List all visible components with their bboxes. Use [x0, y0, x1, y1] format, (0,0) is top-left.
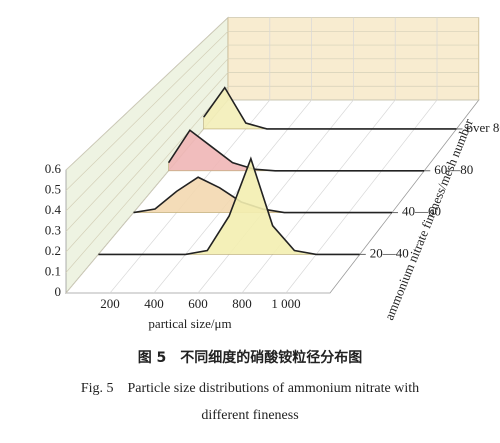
plot: 0 0.1 0.2 0.3 0.4 0.5 0.6 200 400 600 800 1 000 over… [45, 16, 500, 311]
z-tick-label: 60—80 [434, 162, 473, 177]
caption-cn: 图 5 不同细度的硝酸铵粒径分布图 [138, 349, 363, 366]
x-tick-label: 200 [100, 296, 120, 311]
z-tick-label: over 80 [466, 120, 500, 135]
grid-line [109, 17, 271, 294]
x-tick-label: 600 [188, 296, 208, 311]
grid-line [285, 17, 438, 294]
z-tick-label: 40—60 [402, 204, 441, 219]
y-tick-label: 0.6 [45, 161, 62, 176]
y-tick-label: 0.1 [45, 263, 61, 278]
y-tick-label: 0.3 [45, 222, 61, 237]
curve [98, 156, 360, 256]
y-tick-label: 0.5 [45, 181, 61, 196]
x-tick-label: 800 [232, 296, 252, 311]
y-tick-label: 0.2 [45, 243, 61, 258]
curve [203, 86, 457, 130]
caption-en: Fig. 5 Particle size distributions of am… [81, 381, 419, 396]
x-axis-label: partical size/μm [148, 316, 231, 331]
grid-line [241, 17, 396, 294]
x-tick-label: 1 000 [271, 296, 300, 311]
y-tick-label: 0 [55, 284, 62, 299]
curve [167, 129, 425, 172]
z-tick-label: 20—40 [370, 245, 409, 260]
y-tick-label: 0.4 [45, 202, 62, 217]
x-tick-label: 400 [144, 296, 164, 311]
grid-line [153, 17, 312, 294]
caption-en: different fineness [201, 408, 298, 423]
